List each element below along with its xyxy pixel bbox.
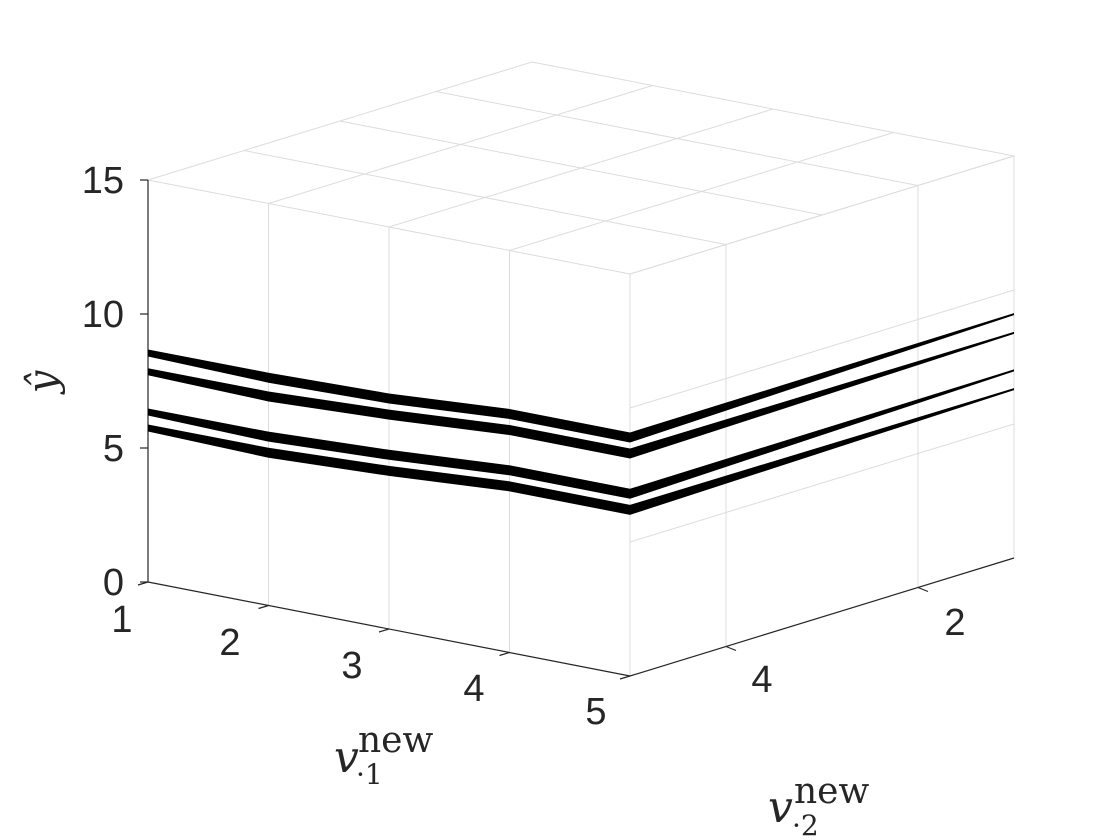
v1-tick-mark-1 [258, 604, 269, 610]
top-front-edge [147, 179, 631, 275]
v1-tick-label-2: 2 [219, 622, 240, 664]
surface-ribbons [148, 313, 1014, 515]
v2-tick-label-4: 4 [751, 659, 772, 701]
surface-ribbon-4 [148, 388, 1014, 515]
grid-line-y-right-1 [629, 289, 1015, 409]
v1-axis-label: v new ·1 [334, 720, 433, 791]
axes [137, 179, 1015, 680]
v2-axis-line [629, 557, 1015, 677]
v1-tick-label-1: 1 [111, 599, 132, 641]
v2-tick-mark-1 [917, 586, 929, 593]
v1-tick-mark-3 [499, 651, 510, 657]
top-left-edge [147, 61, 533, 181]
y-tick-label-5: 5 [103, 428, 124, 470]
v2-tick-label-2: 2 [944, 602, 965, 644]
v2-tick-mark-0 [725, 645, 737, 652]
tick-labels: 15 10 5 0 1 2 3 4 5 4 2 [82, 160, 966, 733]
grid-line-top-b-2 [435, 91, 919, 186]
v1-axis-label-sup: new [358, 720, 433, 761]
y-tick-label-0: 0 [103, 562, 124, 604]
v1-axis-label-sub: ·1 [356, 758, 383, 791]
top-back-edge [531, 61, 1015, 157]
y-tick-label-10: 10 [82, 294, 124, 336]
v1-tick-mark-4 [619, 675, 631, 680]
v2-axis-label-sup: new [794, 771, 869, 812]
grid-lines [147, 61, 1015, 676]
top-right-edge [629, 155, 1015, 275]
v1-tick-label-4: 4 [463, 668, 484, 710]
surface-ribbon-3 [148, 369, 1014, 499]
grid-line-top-b-0 [243, 150, 727, 245]
grid-line-y-right-0 [629, 423, 1015, 543]
v1-tick-label-3: 3 [341, 645, 362, 687]
v1-axis-label-base: v [334, 732, 359, 783]
v1-tick-mark-2 [378, 628, 390, 633]
grid-line-top-b-1 [339, 120, 823, 216]
v2-axis-label: v new ·2 [768, 771, 869, 840]
y-axis-label: ŷ [20, 369, 66, 395]
v2-axis-label-sub: ·2 [792, 809, 819, 840]
y-tick-label-15: 15 [82, 160, 124, 202]
v1-tick-label-5: 5 [585, 691, 606, 733]
v1-tick-mark-0 [137, 581, 149, 586]
surface-ribbon-1 [148, 313, 1014, 443]
v2-axis-label-base: v [768, 782, 793, 833]
